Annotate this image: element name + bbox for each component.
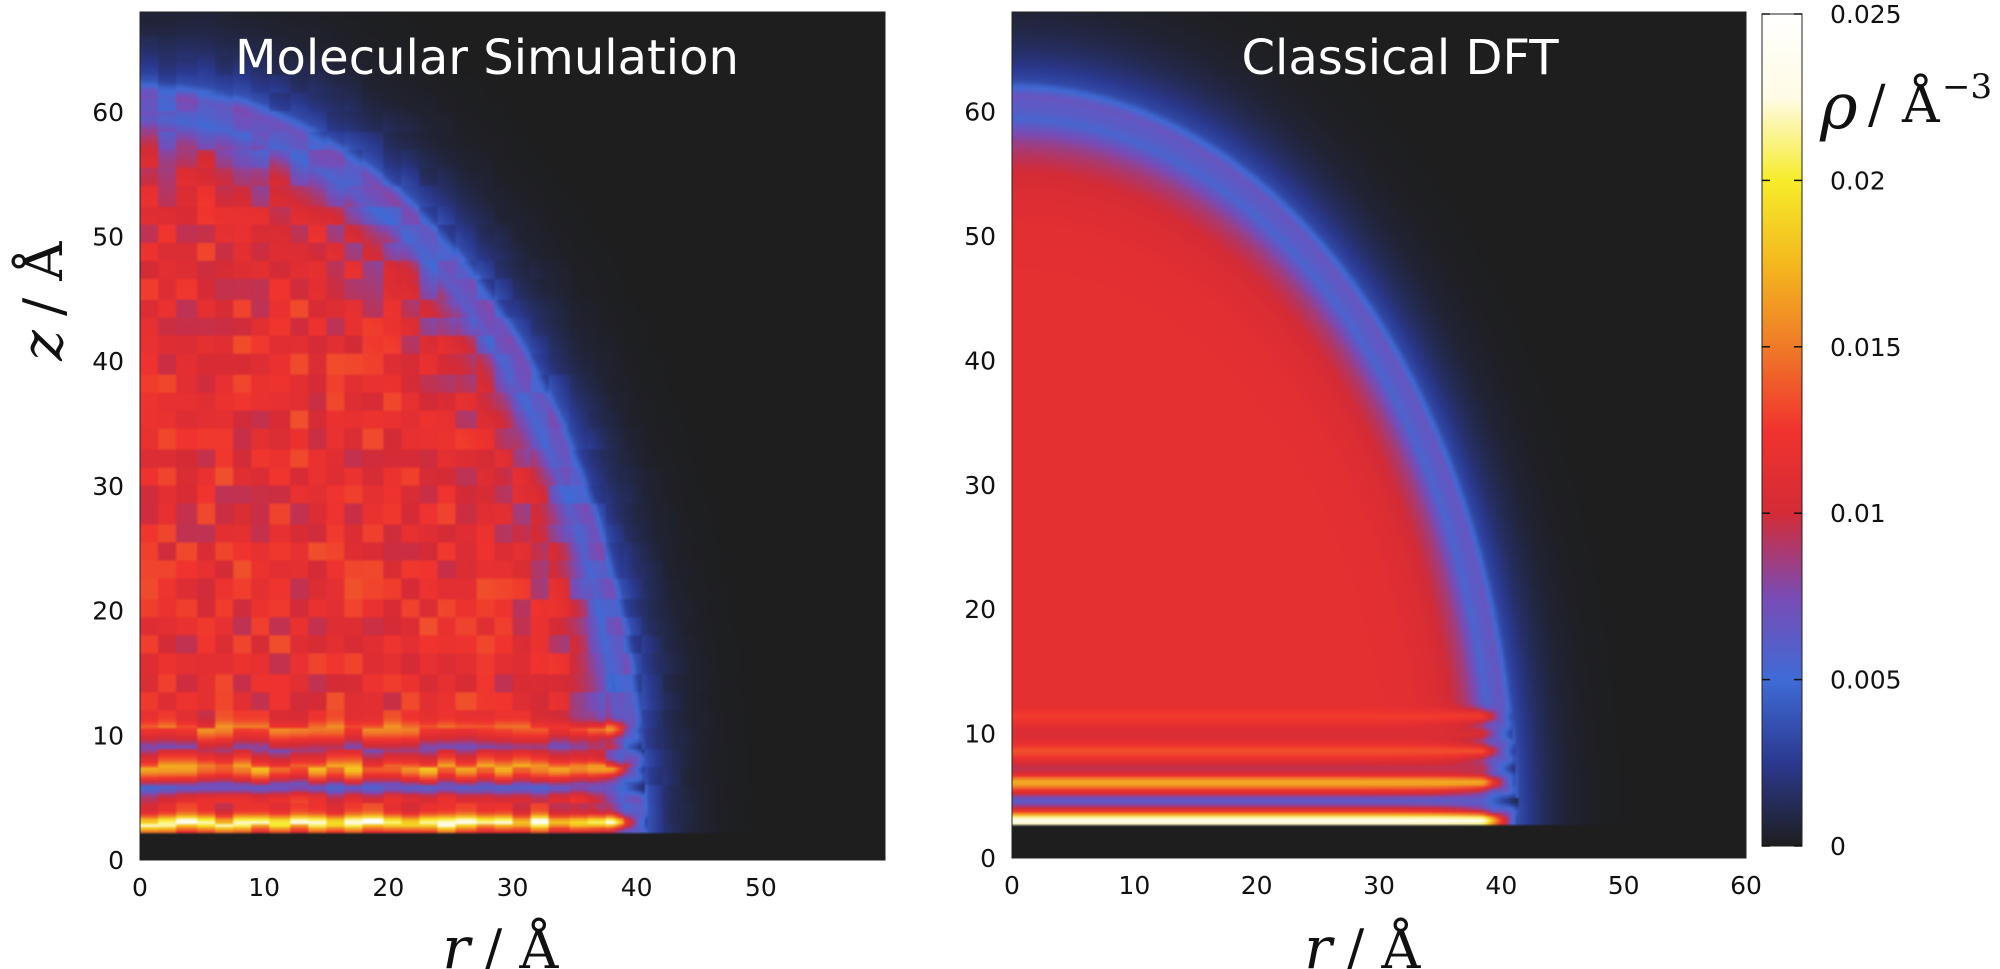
x-tick-label: 40 bbox=[621, 873, 653, 902]
x-tick-label: 20 bbox=[372, 873, 404, 902]
y-tick-label: 10 bbox=[964, 720, 996, 749]
y-tick-label: 30 bbox=[92, 472, 124, 501]
x-axis-unit: / Å bbox=[1346, 916, 1421, 969]
x-tick-label: 30 bbox=[1363, 871, 1395, 900]
colorbar-label: ρ / Å −3 bbox=[1819, 67, 1992, 144]
x-axis-symbol: r bbox=[1304, 914, 1335, 969]
heatmap-molecular-simulation bbox=[140, 12, 885, 860]
plot-frame-molecular-simulation bbox=[139, 11, 886, 861]
y-tick-label: 10 bbox=[92, 721, 124, 750]
plot-frame-classical-dft bbox=[1011, 11, 1747, 859]
x-ticks-molecular-simulation: 0 10 20 30 40 50 bbox=[132, 873, 777, 902]
x-tick-label: 10 bbox=[248, 873, 280, 902]
y-tick-label: 0 bbox=[108, 846, 124, 875]
colorbar-tick-label: 0.01 bbox=[1830, 499, 1886, 528]
y-tick-label: 40 bbox=[92, 347, 124, 376]
x-tick-label: 10 bbox=[1118, 871, 1150, 900]
colorbar-exponent: −3 bbox=[1942, 67, 1992, 107]
colorbar-tick-label: 0.015 bbox=[1830, 333, 1902, 362]
y-axis-label-molecular-simulation: z / Å bbox=[8, 241, 76, 362]
y-tick-label: 20 bbox=[964, 595, 996, 624]
y-tick-label: 40 bbox=[964, 346, 996, 375]
colorbar-ticks: 0 0.005 0.01 0.015 0.02 0.025 bbox=[1762, 0, 1902, 861]
colorbar-tick-label: 0.005 bbox=[1830, 666, 1902, 695]
colorbar-tick-label: 0.025 bbox=[1830, 0, 1902, 29]
colorbar-unit: / Å bbox=[1868, 73, 1941, 135]
y-axis-unit: / Å bbox=[10, 241, 75, 316]
y-tick-label: 0 bbox=[980, 844, 996, 873]
panel-title-classical-dft: Classical DFT bbox=[1241, 30, 1559, 86]
x-tick-label: 30 bbox=[497, 873, 529, 902]
y-tick-label: 50 bbox=[92, 222, 124, 251]
x-ticks-classical-dft: 0 10 20 30 40 50 60 bbox=[1004, 871, 1762, 900]
x-tick-label: 50 bbox=[745, 873, 777, 902]
x-axis-label-molecular-simulation: r / Å bbox=[442, 914, 559, 969]
colorbar-gradient bbox=[1761, 13, 1803, 847]
x-tick-label: 60 bbox=[1730, 871, 1762, 900]
y-tick-label: 20 bbox=[92, 597, 124, 626]
x-tick-label: 0 bbox=[1004, 871, 1020, 900]
y-tick-label: 50 bbox=[964, 222, 996, 251]
colorbar-tick-label: 0.02 bbox=[1830, 166, 1886, 195]
panel-classical-dft: Classical DFT 0 10 20 30 40 50 60 0 10 20 30 40 50 6… bbox=[964, 11, 1762, 969]
y-ticks-molecular-simulation: 0 10 20 30 40 50 60 bbox=[92, 98, 124, 875]
x-tick-label: 20 bbox=[1241, 871, 1273, 900]
y-tick-label: 30 bbox=[964, 471, 996, 500]
colorbar: 0 0.005 0.01 0.015 0.02 0.025 ρ / Å −3 bbox=[1761, 0, 1992, 861]
x-axis-unit: / Å bbox=[484, 916, 559, 969]
x-axis-symbol: r bbox=[442, 914, 473, 969]
x-tick-label: 0 bbox=[132, 873, 148, 902]
x-tick-label: 50 bbox=[1608, 871, 1640, 900]
y-tick-label: 60 bbox=[964, 98, 996, 127]
x-tick-label: 40 bbox=[1485, 871, 1517, 900]
colorbar-tick-label: 0 bbox=[1830, 832, 1846, 861]
y-axis-symbol: z bbox=[8, 330, 76, 362]
panel-molecular-simulation: Molecular Simulation 0 10 20 30 40 50 0 10 20 30… bbox=[8, 11, 886, 969]
x-axis-label-classical-dft: r / Å bbox=[1304, 914, 1421, 969]
panel-title-molecular-simulation: Molecular Simulation bbox=[235, 30, 739, 86]
y-tick-label: 60 bbox=[92, 98, 124, 127]
y-ticks-classical-dft: 0 10 20 30 40 50 60 bbox=[964, 98, 996, 873]
colorbar-symbol: ρ bbox=[1819, 70, 1858, 144]
heatmap-classical-dft bbox=[1012, 12, 1746, 858]
